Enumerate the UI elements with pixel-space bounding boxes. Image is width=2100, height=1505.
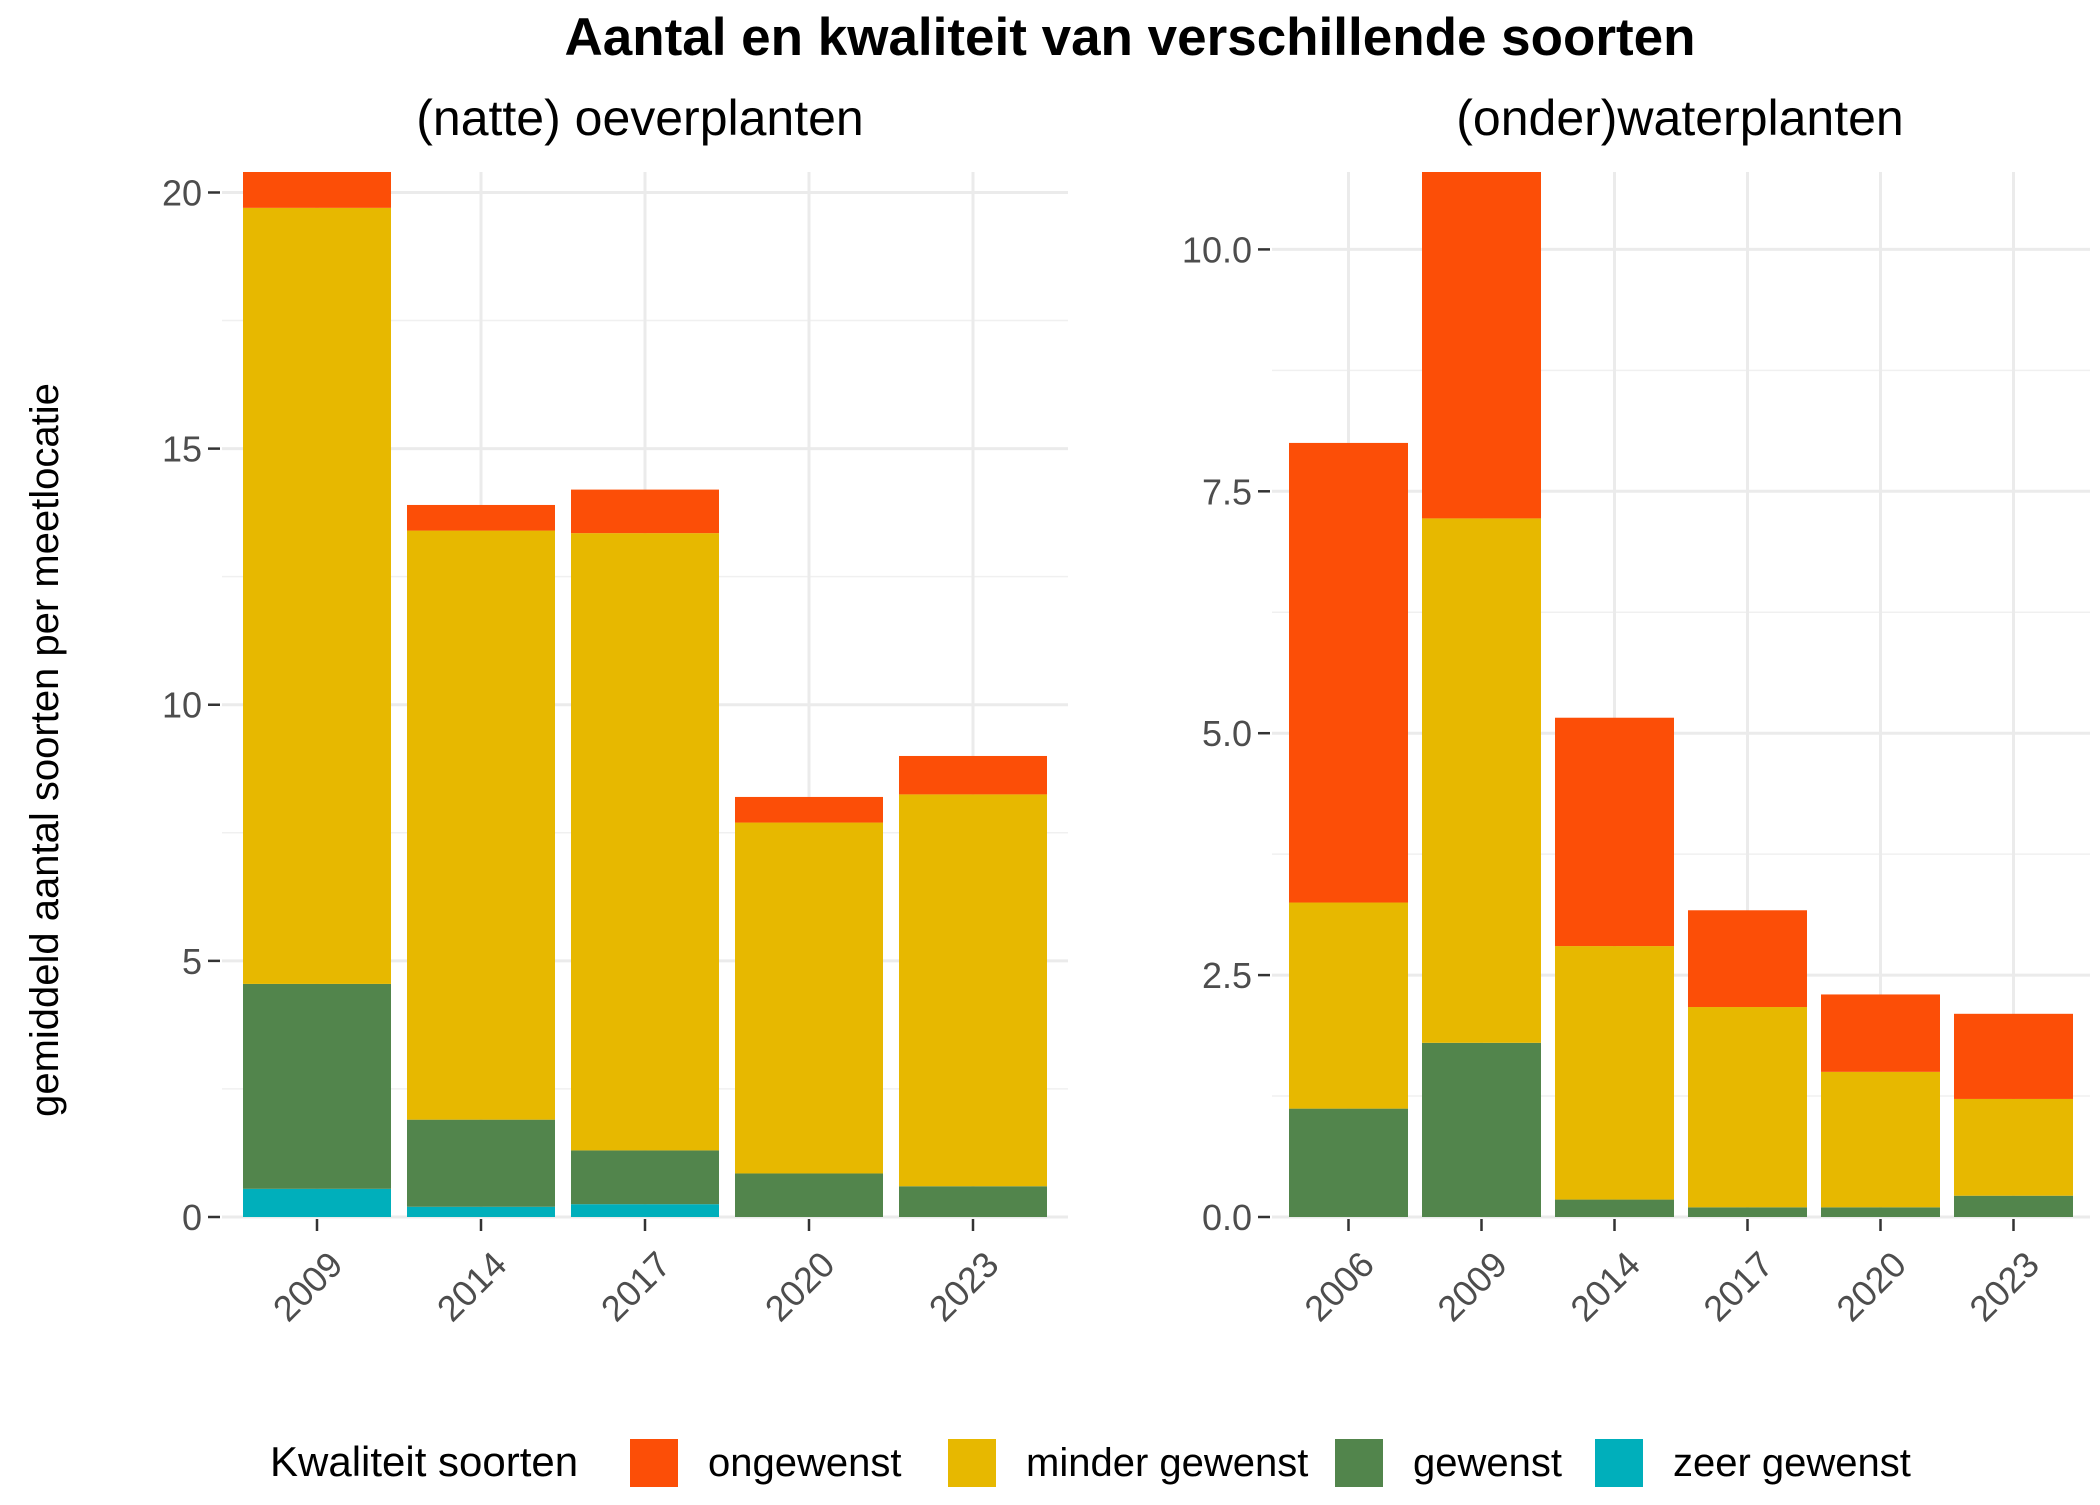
y-axis: 0.0 2.5 5.0 7.5 10.0: [1182, 229, 1270, 1238]
y-tick-label: 0: [182, 1197, 202, 1238]
bar-segment-minder-2006: [1289, 902, 1408, 1109]
bars: [243, 172, 1047, 1217]
bar-segment-ongewenst-2020: [1821, 994, 1940, 1072]
legend-label-ongewenst: ongewenst: [708, 1441, 901, 1485]
bar-segment-gewenst-2020: [735, 1173, 883, 1217]
panel-waterplanten-title: (onder)waterplanten: [1456, 90, 1904, 146]
bar-segment-ongewenst-2014: [1555, 717, 1674, 947]
bar-segment-gewenst-2014: [1555, 1199, 1674, 1217]
bar-segment-minder-2009: [1422, 518, 1541, 1043]
bar-segment-minder-2009: [243, 207, 391, 984]
bar-segment-zeer-2017: [571, 1204, 719, 1217]
legend-title: Kwaliteit soorten: [270, 1438, 578, 1485]
legend-label-gewenst: gewenst: [1413, 1441, 1562, 1485]
legend-key-gewenst: [1335, 1439, 1383, 1487]
bar-segment-gewenst-2017: [571, 1150, 719, 1205]
panel-waterplanten: (onder)waterplanten 0.02.55.07.510.02006…: [1182, 90, 2090, 1329]
bar-segment-minder-2014: [407, 530, 555, 1120]
legend-key-zeer: [1595, 1439, 1643, 1487]
legend-label-minder: minder gewenst: [1026, 1441, 1308, 1485]
bar-segment-zeer-2009: [243, 1188, 391, 1217]
y-tick-label: 15: [162, 429, 202, 470]
bar-segment-minder-2020: [1821, 1071, 1940, 1208]
bar-segment-ongewenst-2009: [1422, 172, 1541, 519]
bar-segment-gewenst-2023: [1954, 1195, 2073, 1217]
bar-segment-ongewenst-2009: [243, 172, 391, 208]
y-tick-label: 0.0: [1202, 1197, 1252, 1238]
bars: [1289, 172, 2073, 1217]
bar-segment-ongewenst-2017: [571, 489, 719, 534]
bar-segment-ongewenst-2006: [1289, 442, 1408, 903]
bar-segment-minder-2014: [1555, 946, 1674, 1200]
y-tick-label: 2.5: [1202, 955, 1252, 996]
bar-segment-gewenst-2020: [1821, 1207, 1940, 1217]
bar-segment-minder-2017: [571, 533, 719, 1151]
y-axis-label: gemiddeld aantal soorten per meetlocatie: [23, 383, 67, 1117]
bar-segment-minder-2020: [735, 822, 883, 1174]
bar-segment-ongewenst-2023: [899, 755, 1047, 795]
y-tick-label: 20: [162, 172, 202, 213]
y-tick-label: 5: [182, 941, 202, 982]
legend: Kwaliteit soorten ongewenst minder gewens…: [270, 1438, 1911, 1487]
panel-oeverplanten-title: (natte) oeverplanten: [416, 90, 864, 146]
bar-segment-zeer-2014: [407, 1206, 555, 1217]
y-tick-label: 5.0: [1202, 713, 1252, 754]
y-tick-label: 7.5: [1202, 471, 1252, 512]
bar-segment-gewenst-2023: [899, 1186, 1047, 1217]
bar-segment-ongewenst-2023: [1954, 1013, 2073, 1099]
bar-segment-gewenst-2006: [1289, 1108, 1408, 1217]
bar-segment-gewenst-2009: [243, 983, 391, 1189]
bar-segment-minder-2017: [1688, 1007, 1807, 1208]
y-tick-label: 10.0: [1182, 229, 1252, 270]
legend-key-minder: [948, 1439, 996, 1487]
bar-segment-gewenst-2017: [1688, 1207, 1807, 1217]
legend-label-zeer: zeer gewenst: [1673, 1441, 1911, 1485]
bar-segment-ongewenst-2017: [1688, 910, 1807, 1008]
bar-segment-gewenst-2009: [1422, 1042, 1541, 1217]
bar-segment-minder-2023: [1954, 1098, 2073, 1196]
legend-key-ongewenst: [630, 1439, 678, 1487]
y-tick-label: 10: [162, 685, 202, 726]
bar-segment-minder-2023: [899, 794, 1047, 1187]
bar-segment-ongewenst-2014: [407, 504, 555, 531]
chart-title: Aantal en kwaliteit van verschillende so…: [564, 8, 1695, 67]
bar-segment-ongewenst-2020: [735, 796, 883, 823]
bar-segment-gewenst-2014: [407, 1119, 555, 1207]
y-axis: 0 5 10 15 20: [162, 172, 220, 1238]
